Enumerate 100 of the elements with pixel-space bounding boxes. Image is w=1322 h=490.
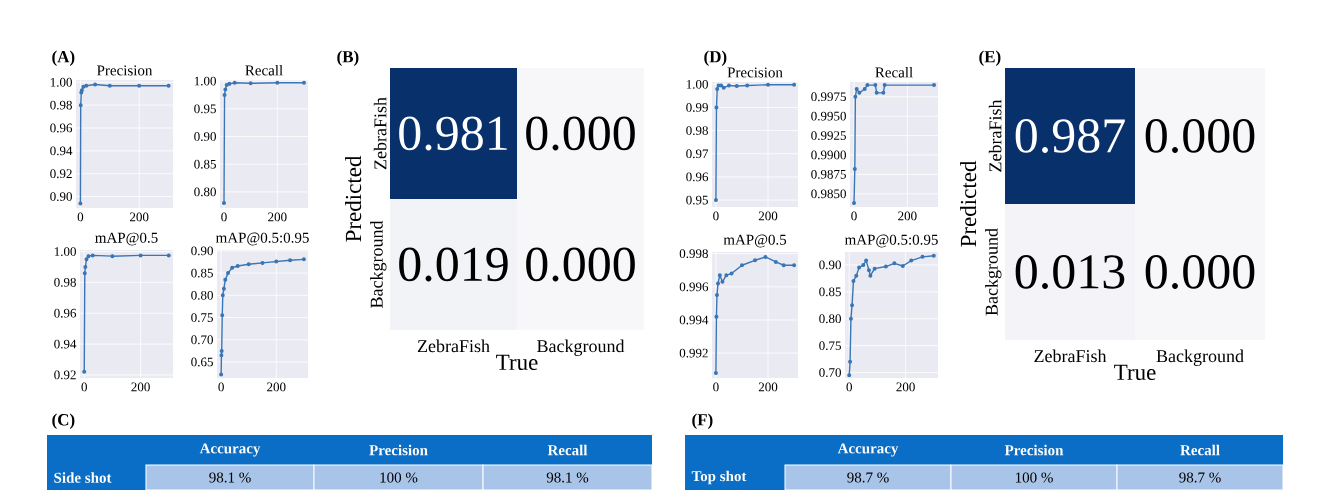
data-label: 0.981	[399, 116, 507, 151]
point	[82, 369, 87, 374]
point	[713, 371, 718, 376]
point	[714, 105, 719, 110]
point	[246, 262, 251, 267]
y-tick-label: 0.95	[686, 195, 708, 205]
point	[86, 254, 91, 259]
text: 98.1 %	[546, 472, 589, 483]
point	[763, 254, 768, 259]
point	[232, 80, 237, 85]
point	[81, 84, 86, 89]
x-axis-title: True	[1114, 364, 1156, 381]
x-tick-label: 0	[713, 382, 719, 392]
point	[166, 253, 171, 258]
point	[274, 259, 279, 264]
point	[275, 80, 280, 85]
point	[862, 86, 867, 91]
data-label: 0.000	[526, 116, 635, 151]
point	[93, 82, 98, 87]
point	[852, 201, 857, 206]
y-tick-label: 0.90	[50, 192, 72, 201]
y-tick-label: 0.80	[194, 187, 216, 197]
x-tick-label: 200	[758, 382, 778, 392]
x-tick-label: ZebraFish	[1034, 349, 1107, 363]
point	[931, 253, 936, 258]
point	[235, 264, 240, 268]
text: 100 %	[1015, 472, 1053, 483]
point	[288, 258, 293, 263]
category-label: Top shot	[691, 470, 747, 485]
x-axis-title: True	[496, 354, 538, 371]
point	[745, 83, 750, 88]
point	[720, 279, 725, 284]
x-tick-label: 200	[130, 212, 149, 222]
point	[872, 266, 877, 271]
point	[861, 262, 866, 267]
y-tick-label: 0.70	[191, 335, 213, 345]
point	[853, 94, 858, 99]
chart-title: mAP@0.5:0.95	[844, 234, 938, 248]
point	[220, 313, 225, 318]
category-label: Side shot	[54, 472, 112, 483]
y-tick-label: 0.9975	[811, 92, 846, 102]
x-tick-label: 0	[846, 382, 852, 392]
point	[221, 286, 226, 291]
point	[864, 258, 869, 263]
y-tick-label: 0.97	[686, 149, 709, 159]
point	[222, 201, 226, 206]
text: 100 %	[380, 472, 418, 483]
point	[260, 260, 265, 265]
y-tick-label: 0.99	[686, 103, 708, 112]
text: (B)	[337, 50, 359, 66]
y-axis-title: Predicted	[960, 160, 977, 247]
point	[223, 277, 228, 282]
y-tick-label: 0.85	[819, 287, 841, 297]
x-tick-label: 200	[896, 382, 915, 392]
x-tick-label: 200	[268, 212, 287, 222]
point	[717, 273, 722, 278]
point	[219, 348, 224, 353]
point	[714, 293, 719, 298]
point	[219, 372, 224, 377]
point	[82, 271, 87, 276]
point	[84, 257, 89, 262]
y-tick-label: 0.98	[54, 277, 76, 287]
point	[854, 86, 859, 91]
point	[857, 265, 862, 270]
x-tick-label: 200	[758, 211, 778, 221]
point	[166, 83, 171, 88]
data-label: 0.987	[1015, 119, 1125, 153]
y-tick-label: 1.00	[686, 79, 708, 89]
chart-title: Recall	[875, 66, 913, 78]
chart-title: Recall	[245, 64, 283, 76]
text: (F)	[692, 413, 713, 429]
point	[739, 263, 744, 268]
y-tick-label: 0.90	[191, 246, 213, 256]
point	[848, 316, 853, 321]
point	[852, 166, 857, 171]
point	[83, 264, 88, 269]
y-tick-label: 0.85	[191, 268, 213, 278]
category-label: Accuracy	[199, 443, 261, 457]
point	[854, 273, 859, 278]
category-label: Accuracy	[837, 443, 899, 457]
point	[900, 264, 905, 268]
point	[219, 353, 224, 358]
data-label: 0.019	[399, 247, 508, 282]
x-tick-label: 0	[713, 211, 719, 221]
point	[301, 257, 306, 262]
data-label: 0.000	[1145, 119, 1255, 153]
chart-title: mAP@0.5	[723, 234, 787, 248]
point	[865, 83, 870, 88]
point	[753, 258, 758, 263]
point	[713, 198, 718, 203]
y-tick-label: 0.96	[54, 308, 77, 318]
chart-title: Precision	[727, 67, 783, 78]
category-label: Precision	[369, 444, 428, 456]
y-tick-label: 0.98	[686, 126, 708, 136]
y-tick-label: 0.998	[679, 249, 708, 259]
x-tick-label: 200	[131, 382, 150, 392]
point	[220, 293, 225, 298]
y-tick-label: 0.75	[819, 341, 841, 351]
y-tick-label: 0.94	[50, 146, 73, 156]
point	[781, 263, 786, 268]
